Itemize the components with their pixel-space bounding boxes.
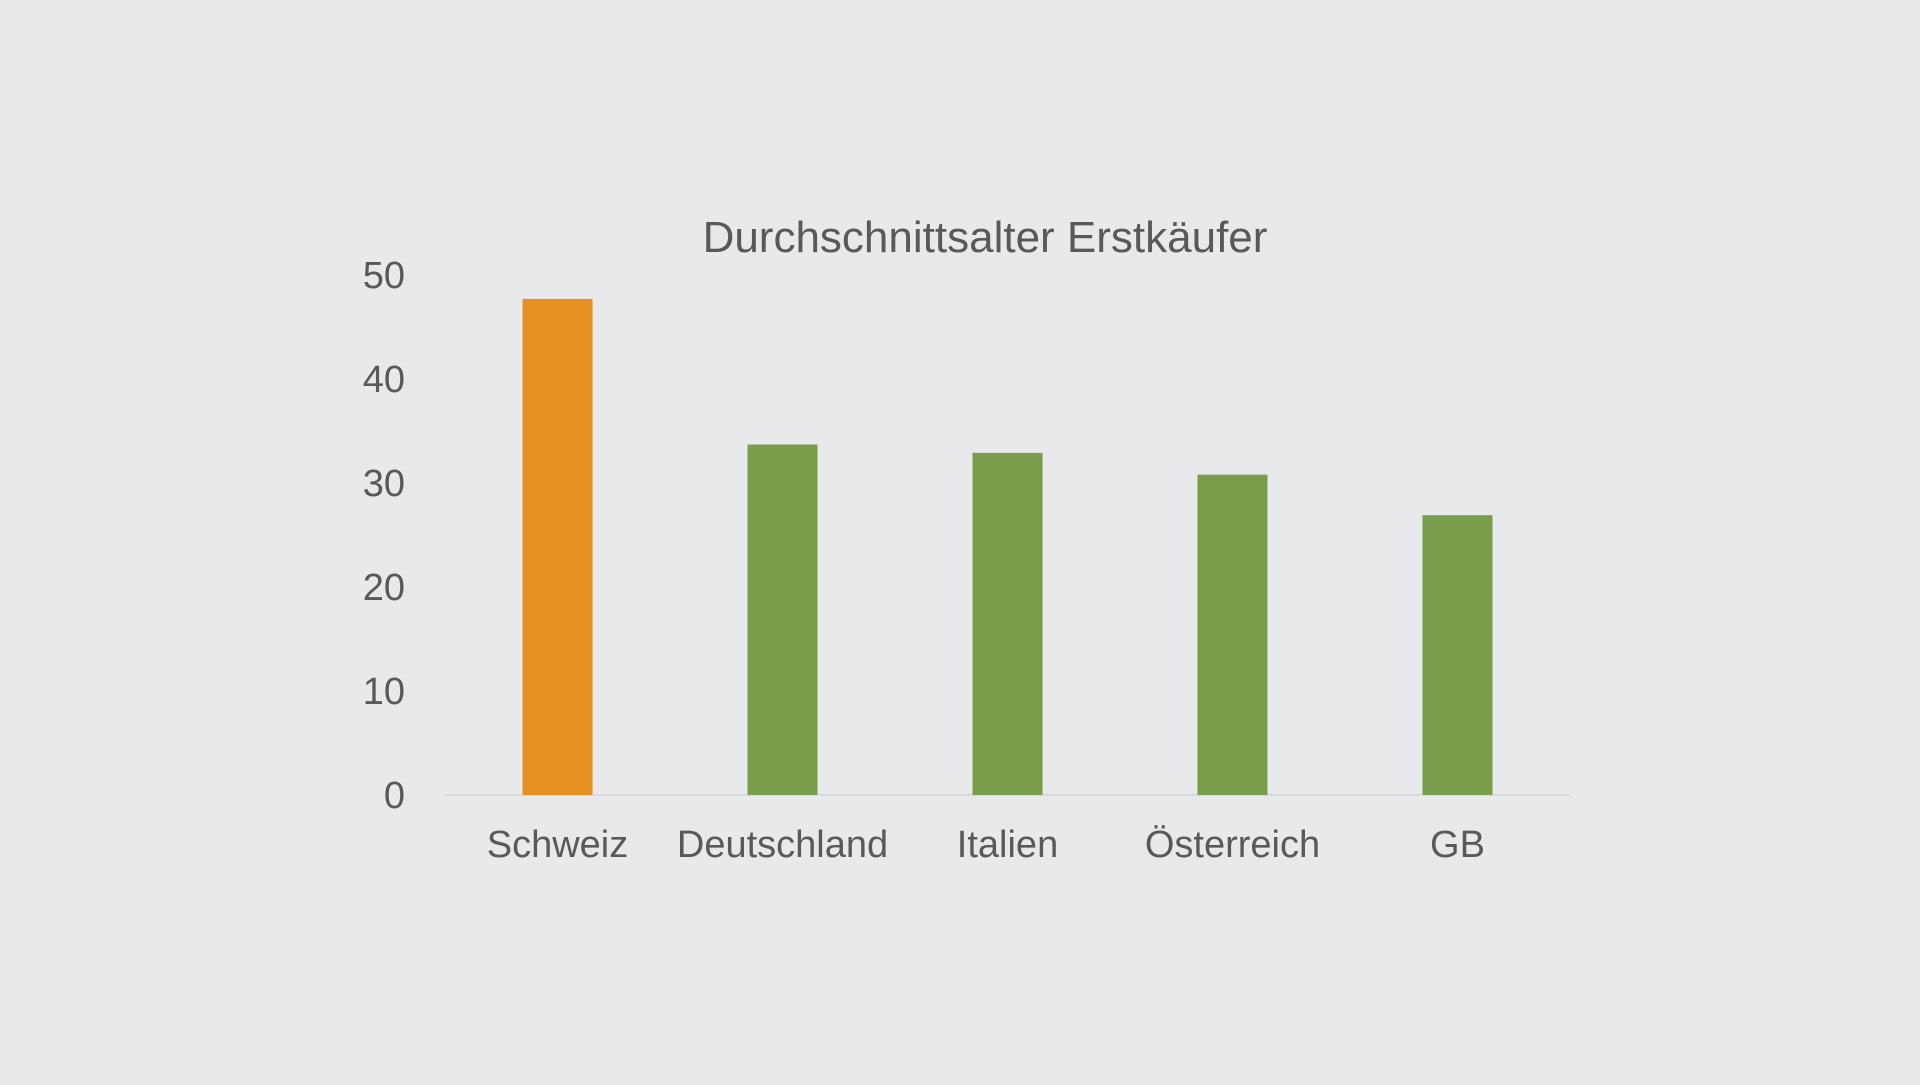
bar-5 [1422,515,1493,795]
y-tick-label: 50 [363,255,405,297]
y-tick-label: 20 [363,567,405,609]
x-tick-label: Österreich [1145,824,1320,866]
x-tick-label: Deutschland [677,824,888,866]
bar-3 [972,452,1043,795]
y-tick-label: 30 [363,463,405,505]
x-axis: Schweiz Deutschland Italien Österreich GB [487,824,1485,866]
bars-group [522,298,1493,795]
y-axis: 0 10 20 30 40 50 [363,255,405,817]
x-tick-label: Schweiz [487,824,629,866]
chart-title: Durchschnittsalter Erstkäufer [703,213,1268,262]
x-tick-label: Italien [957,824,1058,866]
x-tick-label: GB [1430,824,1485,866]
y-tick-label: 40 [363,359,405,401]
bar-2 [747,444,818,795]
y-tick-label: 10 [363,671,405,713]
bar-4 [1197,474,1268,795]
bar-1 [522,298,593,795]
y-tick-label: 0 [384,775,405,817]
